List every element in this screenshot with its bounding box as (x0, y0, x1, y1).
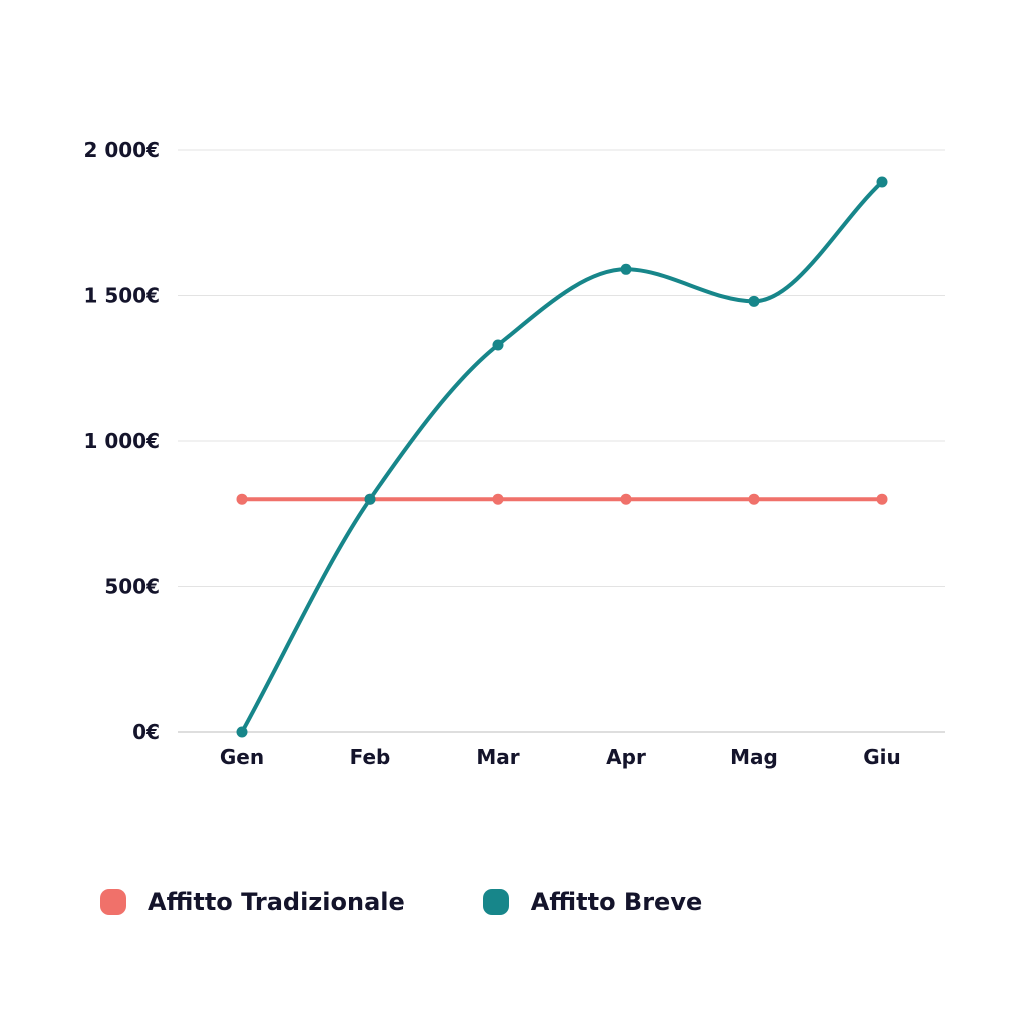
data-point-affitto-breve-mag[interactable] (748, 295, 760, 307)
y-tick-label: 0€ (132, 720, 160, 744)
data-points (236, 176, 888, 738)
x-tick-label: Mag (730, 745, 778, 769)
legend: Affitto Tradizionale Affitto Breve (100, 888, 702, 916)
legend-label-affitto-breve: Affitto Breve (530, 888, 703, 916)
y-tick-label: 2 000€ (83, 138, 160, 162)
x-tick-label: Feb (350, 745, 391, 769)
gridlines (178, 149, 945, 733)
y-tick-label: 1 000€ (83, 429, 160, 453)
data-point-affitto-breve-apr[interactable] (620, 263, 632, 275)
y-tick-label: 500€ (104, 575, 160, 599)
data-point-affitto-tradizionale-mar[interactable] (492, 493, 504, 505)
y-axis-tick-labels: 0€ 500€ 1 000€ 1 500€ 2 000€ (83, 138, 160, 744)
x-tick-label: Gen (220, 745, 264, 769)
x-tick-label: Mar (476, 745, 519, 769)
legend-swatch-affitto-breve (482, 889, 509, 915)
data-point-affitto-tradizionale-gen[interactable] (236, 493, 248, 505)
data-point-affitto-breve-feb[interactable] (364, 493, 376, 505)
data-point-affitto-tradizionale-giu[interactable] (876, 493, 888, 505)
data-point-affitto-breve-giu[interactable] (876, 176, 888, 188)
legend-swatch-affitto-tradizionale (100, 889, 126, 915)
legend-item-affitto-breve[interactable]: Affitto Breve (482, 888, 703, 916)
series-lines (240, 180, 884, 734)
series-line-affitto-breve (240, 180, 884, 734)
data-point-affitto-breve-mar[interactable] (492, 339, 504, 351)
x-axis-tick-labels: Gen Feb Mar Apr Mag Giu (220, 745, 901, 769)
data-point-affitto-tradizionale-mag[interactable] (748, 493, 760, 505)
x-tick-label: Apr (606, 745, 646, 769)
y-tick-label: 1 500€ (83, 284, 160, 308)
data-point-affitto-tradizionale-apr[interactable] (620, 493, 632, 505)
legend-label-affitto-tradizionale: Affitto Tradizionale (148, 888, 405, 916)
x-tick-label: Giu (863, 745, 901, 769)
legend-item-affitto-tradizionale[interactable]: Affitto Tradizionale (100, 888, 405, 916)
data-point-affitto-breve-gen[interactable] (236, 726, 248, 738)
